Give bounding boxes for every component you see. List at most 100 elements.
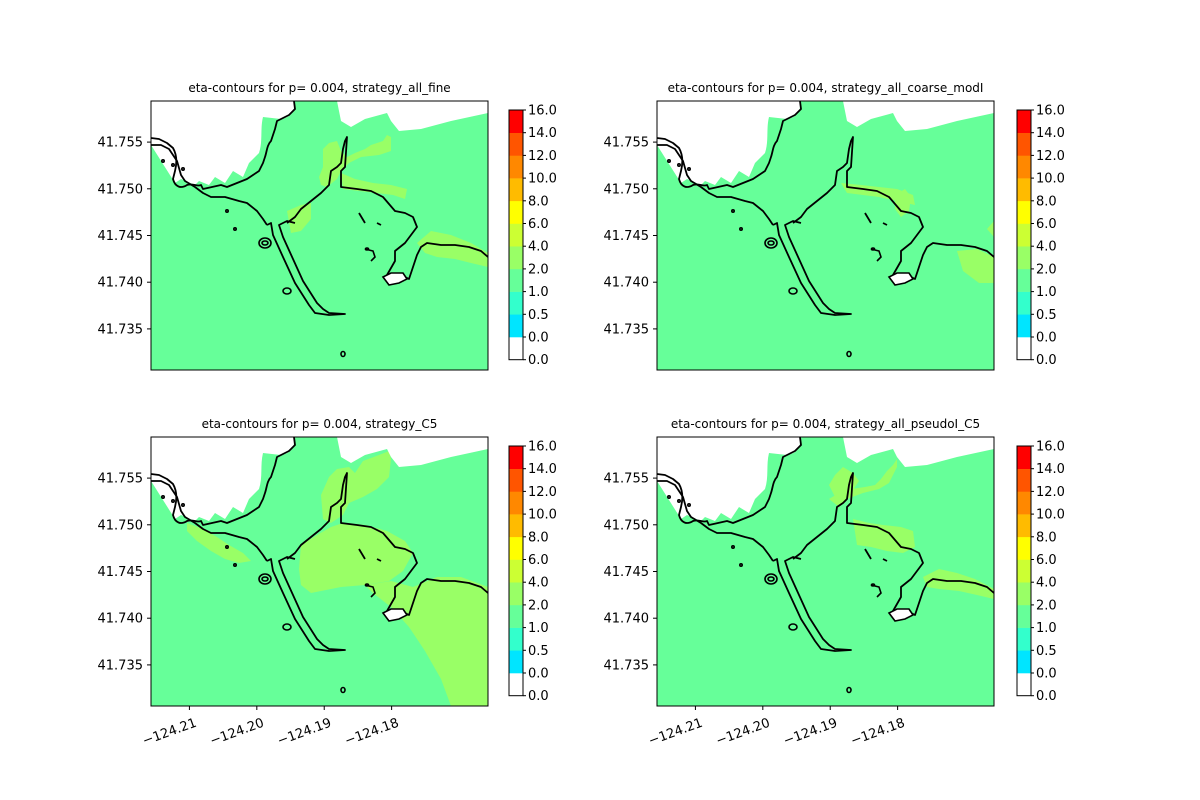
- island: [686, 167, 691, 172]
- colorbar-segment: [1017, 291, 1031, 315]
- land-area: [151, 101, 295, 185]
- colorbar-tick-label: 0.0: [1036, 667, 1057, 682]
- harbor-pocket: [887, 608, 915, 622]
- island: [258, 237, 272, 249]
- land-area: [337, 101, 488, 131]
- colorbar-segment: [1017, 559, 1031, 583]
- colorbar-segment: [509, 650, 523, 674]
- y-tick-label: 41.745: [604, 565, 650, 580]
- colorbar-segment: [509, 604, 523, 628]
- coastline: [151, 144, 268, 226]
- colorbar-tick-label: 14.0: [1036, 462, 1065, 477]
- island: [161, 158, 166, 163]
- colorbar-segment: [1017, 650, 1031, 674]
- colorbar-segment: [1017, 268, 1031, 292]
- subplot-title: eta-contours for p= 0.004, strategy_all_…: [188, 81, 450, 95]
- coastline: [266, 220, 346, 316]
- subplot-4: eta-contours for p= 0.004, strategy_all_…: [604, 417, 1065, 749]
- island: [846, 350, 852, 358]
- coastline: [364, 584, 376, 598]
- colorbar-segment: [1017, 178, 1031, 202]
- colorbar-tick-label: 10.0: [1036, 508, 1065, 523]
- colorbar-segment: [509, 110, 523, 133]
- colorbar-segment: [509, 291, 523, 315]
- island: [739, 227, 744, 232]
- contour-fill-4-6: [923, 569, 994, 599]
- land-area: [337, 437, 488, 467]
- y-tick-label: 41.750: [98, 518, 144, 533]
- colorbar-tick-label: 14.0: [528, 126, 557, 141]
- island: [667, 158, 672, 163]
- island: [233, 227, 238, 232]
- colorbar-tick-label: 4.0: [1036, 240, 1057, 255]
- colorbar-tick-label: 0.5: [528, 644, 549, 659]
- colorbar-tick-label: 0.0: [528, 331, 549, 346]
- island: [788, 287, 798, 295]
- colorbar-segment: [1017, 155, 1031, 179]
- contour-fill-4-6: [987, 221, 994, 237]
- colorbar-tick-label: 12.0: [528, 149, 557, 164]
- colorbar-tick-label: 10.0: [528, 508, 557, 523]
- colorbar-tick-label: 8.0: [528, 530, 549, 545]
- y-tick-label: 41.740: [98, 612, 144, 627]
- colorbar-tick-label: 0.0: [1036, 353, 1057, 368]
- colorbar-segment: [1017, 673, 1031, 696]
- colorbar-tick-label: 0.0: [528, 689, 549, 704]
- island: [180, 167, 185, 172]
- coastline: [657, 101, 802, 190]
- y-tick-label: 41.735: [604, 658, 650, 673]
- colorbar-tick-label: 16.0: [528, 104, 557, 119]
- island: [170, 162, 175, 167]
- colorbar-segment: [509, 155, 523, 179]
- colorbar-segment: [509, 446, 523, 469]
- island: [764, 237, 778, 249]
- colorbar-segment: [1017, 514, 1031, 538]
- plot-area: [657, 101, 994, 370]
- land-area: [843, 101, 994, 131]
- subplot-3: eta-contours for p= 0.004, strategy_C5 41…: [98, 417, 557, 749]
- coastline: [792, 472, 994, 618]
- colorbar-segment: [509, 627, 523, 651]
- coastline: [772, 220, 852, 316]
- y-tick-label: 41.750: [604, 518, 650, 533]
- colorbar-segment: [1017, 536, 1031, 560]
- island: [258, 573, 272, 585]
- colorbar-tick-label: 16.0: [528, 440, 557, 455]
- colorbar-tick-label: 1.0: [1036, 285, 1057, 300]
- y-tick-label: 41.755: [98, 136, 144, 151]
- harbor-pocket: [381, 272, 409, 286]
- x-tick-label: −124.20: [208, 716, 266, 749]
- colorbar-segment: [509, 468, 523, 492]
- land-area: [843, 437, 994, 467]
- colorbar-segment: [1017, 132, 1031, 156]
- colorbar-segment: [1017, 314, 1031, 338]
- contour-fill-4-6: [829, 459, 897, 507]
- colorbar-segment: [509, 337, 523, 360]
- island: [261, 576, 269, 582]
- colorbar-tick-label: 2.0: [1036, 262, 1057, 277]
- contour-fill-4-6: [187, 523, 251, 563]
- colorbar-tick-label: 1.0: [1036, 621, 1057, 636]
- colorbar-tick-label: 2.0: [528, 262, 549, 277]
- island: [676, 498, 681, 503]
- land-area: [657, 437, 801, 521]
- colorbar: 0.0 0.0 0.5 1.0 2.0 4.0 6.0 8.0 10.0 12.0 14.0 16.0: [1016, 440, 1065, 704]
- plot-area: [151, 437, 488, 706]
- x-tick-label: −124.21: [647, 716, 705, 749]
- island: [180, 503, 185, 508]
- colorbar-tick-label: 8.0: [1036, 194, 1057, 209]
- island: [261, 240, 269, 246]
- colorbar-tick-label: 14.0: [528, 462, 557, 477]
- island: [340, 686, 346, 694]
- colorbar-tick-label: 12.0: [1036, 149, 1065, 164]
- coastline: [657, 480, 774, 562]
- colorbar-segment: [509, 178, 523, 202]
- coastline: [864, 548, 888, 562]
- island: [731, 209, 736, 214]
- colorbar: 0.0 0.0 0.5 1.0 2.0 4.0 6.0 8.0 10.0 12.0 14.0 16.0: [508, 104, 557, 368]
- colorbar-tick-label: 6.0: [528, 217, 549, 232]
- colorbar-tick-label: 0.0: [1036, 689, 1057, 704]
- island: [170, 498, 175, 503]
- y-tick-label: 41.740: [604, 612, 650, 627]
- island: [282, 623, 292, 631]
